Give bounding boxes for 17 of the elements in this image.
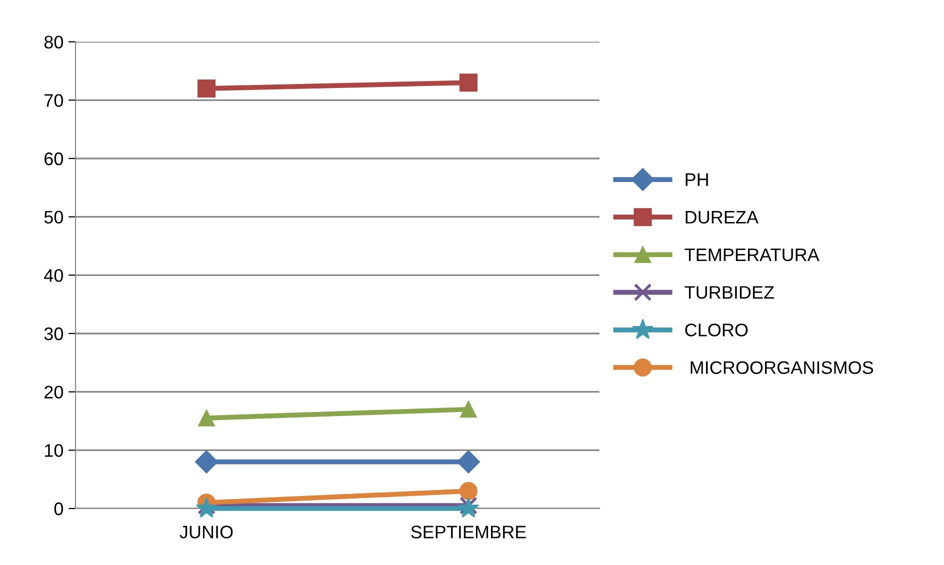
x-tick-label: JUNIO: [180, 526, 233, 538]
y-tick-label: 70: [44, 94, 64, 107]
legend-label: CLORO: [685, 324, 748, 336]
legend-label: PH: [686, 173, 708, 186]
legend-label: TURBIDEZ: [684, 286, 774, 299]
y-tick-label: 20: [44, 386, 64, 399]
y-tick-label: 50: [44, 210, 64, 224]
y-tick-label: 30: [44, 327, 64, 340]
legend-label: MICROORGANISMOS: [690, 361, 874, 374]
y-tick-label: 40: [44, 269, 64, 282]
y-tick-label: 80: [44, 36, 64, 49]
legend-label: TEMPERATURA: [684, 248, 820, 262]
x-tick-label: SEPTIEMBRE: [411, 526, 526, 538]
y-tick-label: 0: [54, 502, 64, 516]
legend-label: DUREZA: [686, 211, 758, 224]
y-tick-label: 10: [45, 444, 64, 457]
y-tick-label: 60: [44, 152, 64, 166]
